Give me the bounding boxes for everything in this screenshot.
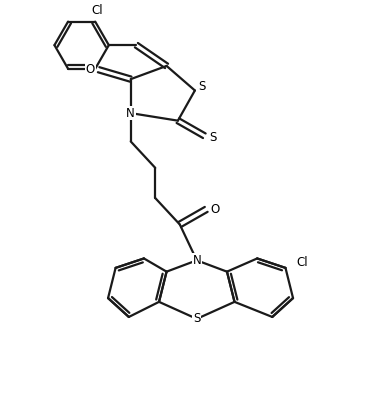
Text: Cl: Cl xyxy=(91,4,103,17)
Text: N: N xyxy=(192,254,201,267)
Text: N: N xyxy=(126,106,135,120)
Text: S: S xyxy=(209,131,216,144)
Text: Cl: Cl xyxy=(297,256,308,269)
Text: S: S xyxy=(193,312,200,325)
Text: S: S xyxy=(199,80,206,93)
Text: O: O xyxy=(210,203,219,216)
Text: O: O xyxy=(86,63,95,76)
